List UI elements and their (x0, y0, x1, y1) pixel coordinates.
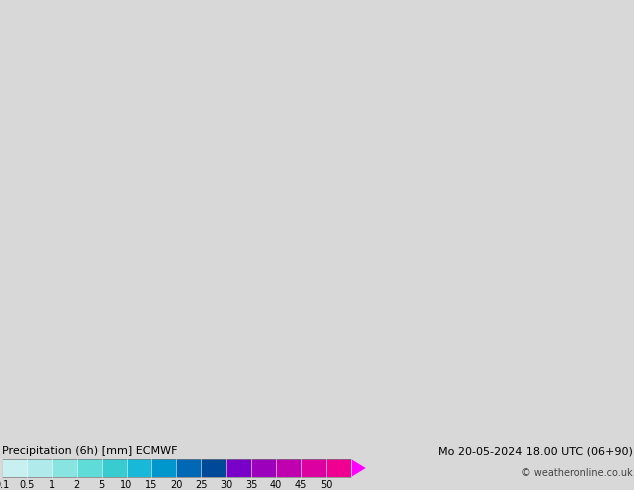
Text: 40: 40 (270, 480, 282, 490)
Text: 1: 1 (49, 480, 55, 490)
Bar (176, 459, 202, 477)
Text: 25: 25 (195, 480, 207, 490)
Text: 45: 45 (295, 480, 307, 490)
Bar (226, 459, 251, 477)
Text: 10: 10 (120, 480, 133, 490)
Text: 0.1: 0.1 (0, 480, 10, 490)
Bar (2, 459, 351, 477)
Bar (276, 459, 301, 477)
Bar (2, 459, 27, 477)
Polygon shape (351, 459, 366, 477)
Bar (127, 459, 152, 477)
Bar (152, 459, 176, 477)
Text: 2: 2 (74, 480, 80, 490)
Bar (251, 459, 276, 477)
Bar (101, 459, 127, 477)
Text: 50: 50 (320, 480, 332, 490)
Bar (326, 459, 351, 477)
Bar (52, 459, 77, 477)
Text: 5: 5 (98, 480, 105, 490)
Text: 30: 30 (220, 480, 232, 490)
Text: 15: 15 (145, 480, 158, 490)
Bar (27, 459, 52, 477)
Text: 0.5: 0.5 (19, 480, 34, 490)
Text: 20: 20 (170, 480, 183, 490)
Text: Precipitation (6h) [mm] ECMWF: Precipitation (6h) [mm] ECMWF (2, 446, 178, 456)
Bar (202, 459, 226, 477)
Bar (77, 459, 101, 477)
Text: 35: 35 (245, 480, 257, 490)
Bar (301, 459, 326, 477)
Text: Mo 20-05-2024 18.00 UTC (06+90): Mo 20-05-2024 18.00 UTC (06+90) (438, 446, 633, 456)
Text: © weatheronline.co.uk: © weatheronline.co.uk (521, 467, 633, 478)
